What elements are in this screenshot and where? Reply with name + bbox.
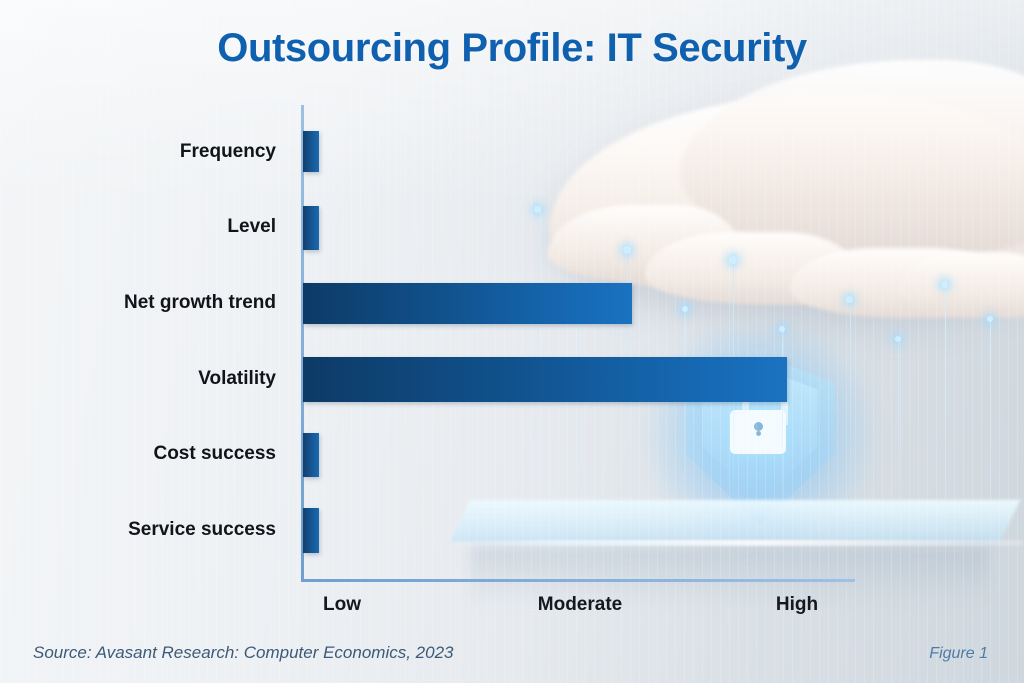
figure-number: Figure 1: [929, 645, 988, 662]
bar-volatility[interactable]: [303, 357, 787, 402]
light-particle: [846, 296, 853, 303]
background-photo: [430, 0, 1024, 683]
light-particle: [729, 256, 737, 264]
x-tick-moderate: Moderate: [537, 594, 623, 615]
x-tick-low: Low: [323, 594, 361, 615]
light-particle: [779, 326, 785, 332]
light-particle: [987, 316, 993, 322]
source-note: Source: Avasant Research: Computer Econo…: [33, 643, 454, 662]
hand-finger-4: [900, 252, 1024, 318]
light-particle: [623, 246, 631, 254]
bar-cost-success[interactable]: [303, 433, 319, 477]
bar-frequency[interactable]: [303, 131, 319, 172]
lock-keyhole-icon: [754, 422, 763, 431]
y-label-volatility: Volatility: [198, 368, 276, 389]
x-axis-line: [301, 579, 855, 582]
bar-net-growth-trend[interactable]: [303, 283, 632, 324]
platform-shadow: [470, 546, 990, 606]
y-label-level: Level: [227, 216, 276, 237]
y-axis-line: [301, 105, 304, 582]
bar-level[interactable]: [303, 206, 319, 250]
glow-platform-edge: [438, 540, 1023, 546]
light-particle: [895, 336, 901, 342]
bar-service-success[interactable]: [303, 508, 319, 553]
light-beam: [850, 300, 851, 535]
y-label-net-growth-trend: Net growth trend: [124, 292, 276, 313]
y-label-cost-success: Cost success: [153, 443, 276, 464]
y-label-service-success: Service success: [128, 519, 276, 540]
light-particle: [534, 206, 541, 213]
light-beam: [945, 285, 946, 535]
light-particle: [682, 306, 688, 312]
x-tick-high: High: [775, 594, 819, 615]
light-beam: [990, 320, 991, 535]
lock-icon: [730, 410, 786, 454]
light-beam: [898, 340, 899, 530]
light-beam: [578, 300, 579, 530]
light-particle: [941, 281, 948, 288]
y-label-frequency: Frequency: [179, 141, 276, 162]
page-title: Outsourcing Profile: IT Security: [217, 26, 807, 70]
light-beam: [782, 330, 783, 530]
light-beam: [685, 310, 686, 520]
